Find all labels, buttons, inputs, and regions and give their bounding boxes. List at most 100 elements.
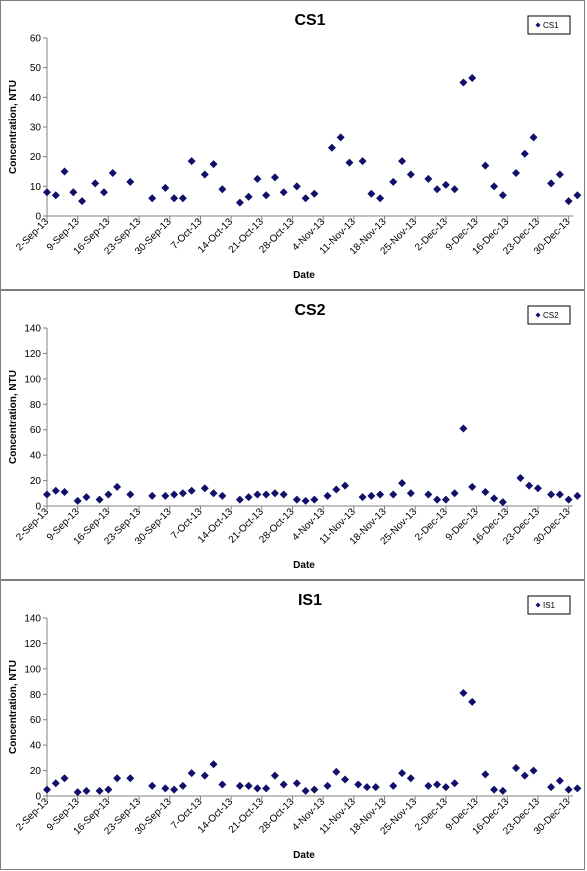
data-point (441, 180, 450, 189)
data-point (43, 490, 51, 499)
data-point (512, 764, 521, 773)
data-point (200, 484, 209, 493)
data-point (441, 783, 450, 792)
chart-title: CS2 (294, 302, 325, 319)
data-point (520, 149, 529, 158)
chart-panel-cs2: CS2 0 20 40 60 80 100 120 140 2-Sep-13 9-Sep-13 16-… (0, 290, 585, 580)
data-point (279, 188, 288, 197)
data-point (406, 774, 415, 783)
data-point (113, 482, 122, 491)
data-point (529, 766, 538, 775)
data-point (573, 784, 582, 793)
data-point (389, 177, 398, 186)
data-point (332, 767, 341, 776)
data-point (126, 774, 135, 783)
data-point (178, 489, 187, 498)
data-point (323, 781, 332, 790)
x-axis-title: Date (293, 270, 315, 281)
x-axis-title: Date (293, 850, 315, 861)
x-axis-title: Date (293, 560, 315, 571)
data-point (187, 769, 196, 778)
data-point (441, 495, 450, 504)
data-point (104, 490, 113, 499)
data-point (459, 424, 468, 433)
data-point (78, 197, 87, 206)
legend-marker (535, 602, 541, 608)
data-point (262, 191, 271, 200)
data-point (51, 191, 60, 200)
data-point (60, 167, 69, 176)
data-point (341, 481, 350, 490)
y-axis-title: Concentration, NTU (8, 370, 19, 464)
data-point (253, 784, 262, 793)
y-tick-label: 40 (30, 451, 42, 462)
legend-box (527, 15, 571, 35)
legend-box (527, 595, 571, 615)
data-point (481, 770, 490, 779)
data-point (126, 177, 135, 186)
y-axis-title: Concentration, NTU (8, 660, 19, 754)
chart-svg: CS101020304050602-Sep-139-Sep-1316-Sep-1… (8, 12, 582, 281)
data-point (358, 157, 367, 166)
data-point (459, 689, 468, 698)
data-point (555, 170, 564, 179)
data-point (187, 157, 196, 166)
legend-label: CS2 (543, 311, 559, 320)
y-tick-label: 120 (24, 349, 41, 360)
data-point (99, 188, 108, 197)
data-point (148, 194, 157, 203)
data-point (262, 784, 271, 793)
data-point (433, 185, 442, 194)
data-point (209, 160, 218, 169)
y-tick-label: 80 (30, 400, 42, 411)
chart-svg: IS10204060801001201402-Sep-139-Sep-1316-… (8, 592, 582, 861)
data-point (450, 489, 459, 498)
data-point (345, 158, 354, 167)
data-point (51, 779, 60, 788)
data-point (529, 133, 538, 142)
data-point (424, 490, 433, 499)
data-point (235, 781, 244, 790)
legend-label: CS1 (543, 21, 559, 30)
y-tick-label: 100 (24, 374, 41, 385)
y-tick-label: 60 (30, 715, 42, 726)
data-point (279, 490, 288, 499)
data-point (459, 78, 468, 87)
data-point (218, 185, 227, 194)
y-tick-label: 0 (35, 212, 41, 223)
data-point (468, 697, 477, 706)
data-point (161, 183, 170, 192)
data-point (481, 161, 490, 170)
data-point (323, 491, 332, 500)
chart-svg: CS20204060801001201402-Sep-139-Sep-1316-… (8, 302, 582, 571)
legend-marker (535, 22, 541, 28)
y-tick-label: 140 (24, 324, 41, 335)
data-point (244, 781, 253, 790)
data-point (498, 498, 507, 507)
data-point (292, 779, 301, 788)
data-point (424, 174, 433, 183)
data-point (244, 192, 253, 201)
data-point (209, 760, 218, 769)
chart-panel-is1: IS1 0 20 40 60 80 100 120 140 2-Sep-13 9-Sep-13 16-… (0, 580, 585, 870)
data-point (113, 774, 122, 783)
data-point (398, 157, 407, 166)
data-point (60, 774, 69, 783)
data-point (468, 74, 477, 83)
y-tick-label: 80 (30, 690, 42, 701)
data-point (270, 771, 279, 780)
data-point (358, 493, 367, 502)
data-point (126, 490, 135, 499)
y-tick-label: 140 (24, 614, 41, 625)
legend-label: IS1 (543, 601, 556, 610)
data-point (398, 479, 407, 488)
data-point (148, 491, 157, 500)
data-point (525, 481, 534, 490)
data-point (178, 781, 187, 790)
data-point (69, 188, 78, 197)
data-point (490, 182, 499, 191)
data-point (398, 769, 407, 778)
data-point (512, 168, 521, 177)
data-point (170, 785, 179, 794)
data-point (490, 494, 499, 503)
